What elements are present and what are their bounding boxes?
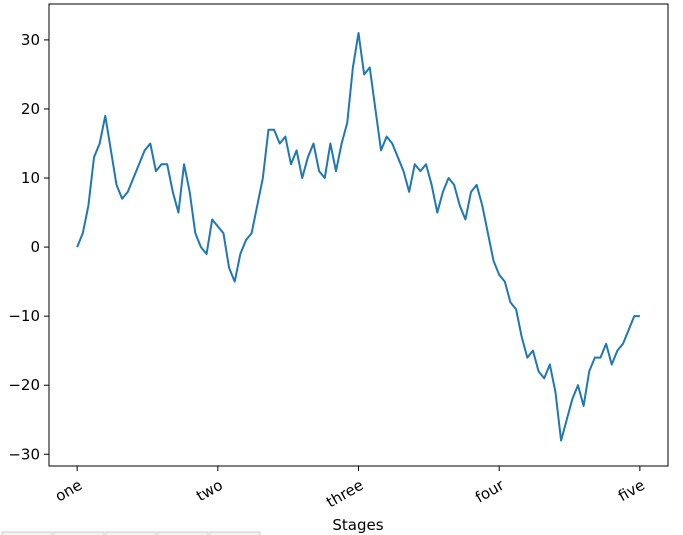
y-tick-label: 10 <box>21 169 40 187</box>
x-tick-label: two <box>193 476 226 505</box>
y-tick-label: −20 <box>8 376 40 394</box>
y-tick-label: 30 <box>21 31 40 49</box>
x-tick-label: three <box>323 476 366 511</box>
x-tick-label: one <box>52 476 85 506</box>
y-tick-label: −30 <box>8 445 40 463</box>
x-tick-label: four <box>472 475 508 506</box>
toolbar <box>1 531 261 535</box>
x-axis-label: Stages <box>332 516 383 534</box>
y-tick-label: −10 <box>8 307 40 325</box>
plot-frame <box>48 3 669 467</box>
line-series <box>76 32 640 442</box>
x-tick-label: five <box>615 476 648 505</box>
y-tick-label: 20 <box>21 100 40 118</box>
y-tick-label: 0 <box>30 238 40 256</box>
